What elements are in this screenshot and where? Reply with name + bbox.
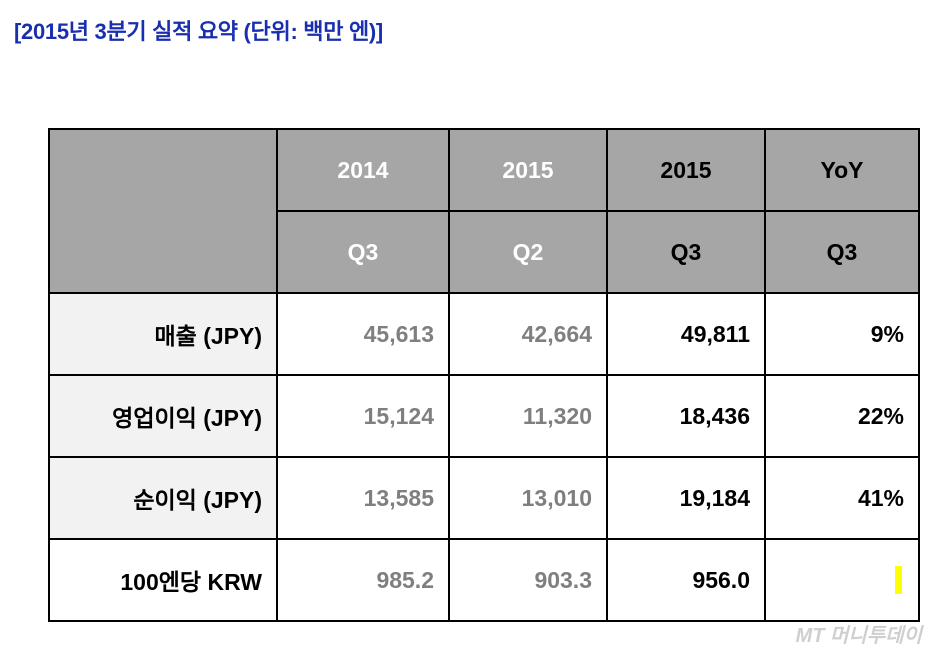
- header-row-quarter: Q3 Q2 Q3 Q3: [49, 210, 920, 294]
- row-label-revenue: 매출 (JPY): [48, 292, 278, 376]
- cell-value: 956.0: [606, 538, 766, 622]
- header-quarter-col3: Q3: [606, 210, 766, 294]
- header-quarter-col1: Q3: [276, 210, 450, 294]
- cell-highlight: [764, 538, 920, 622]
- cell-value: 42,664: [448, 292, 608, 376]
- watermark-logo: MT 머니투데이: [795, 625, 922, 647]
- table-row: 100엔당 KRW 985.2 903.3 956.0: [48, 538, 920, 622]
- header-year-col4: YoY: [764, 128, 920, 212]
- highlight-marker: [895, 566, 902, 595]
- header-year-col2: 2015: [448, 128, 608, 212]
- header-quarter-col4: Q3: [764, 210, 920, 294]
- cell-value: 13,585: [276, 456, 450, 540]
- header-year-col1: 2014: [276, 128, 450, 212]
- earnings-summary-table: 2014 2015 2015 YoY Q3 Q2 Q3 Q3 매출 (JPY) …: [48, 128, 920, 622]
- table-row: 영업이익 (JPY) 15,124 11,320 18,436 22%: [48, 374, 920, 458]
- cell-value: 9%: [764, 292, 920, 376]
- cell-value: 45,613: [276, 292, 450, 376]
- cell-value: 19,184: [606, 456, 766, 540]
- cell-value: 22%: [764, 374, 920, 458]
- cell-value: 903.3: [448, 538, 608, 622]
- cell-value: 13,010: [448, 456, 608, 540]
- cell-value: 18,436: [606, 374, 766, 458]
- cell-value: 11,320: [448, 374, 608, 458]
- header-year-col3: 2015: [606, 128, 766, 212]
- row-label-krw-rate: 100엔당 KRW: [48, 538, 278, 622]
- header-quarter-col2: Q2: [448, 210, 608, 294]
- row-label-operating-profit: 영업이익 (JPY): [48, 374, 278, 458]
- cell-value: 41%: [764, 456, 920, 540]
- table-row: 순이익 (JPY) 13,585 13,010 19,184 41%: [48, 456, 920, 540]
- header-corner-cell: [48, 128, 278, 294]
- cell-value: 15,124: [276, 374, 450, 458]
- cell-value: 985.2: [276, 538, 450, 622]
- cell-value: 49,811: [606, 292, 766, 376]
- header-row-year: 2014 2015 2015 YoY: [48, 128, 920, 294]
- table-row: 매출 (JPY) 45,613 42,664 49,811 9%: [48, 292, 920, 376]
- page-title: [2015년 3분기 실적 요약 (단위: 백만 엔)]: [14, 19, 383, 44]
- row-label-net-income: 순이익 (JPY): [48, 456, 278, 540]
